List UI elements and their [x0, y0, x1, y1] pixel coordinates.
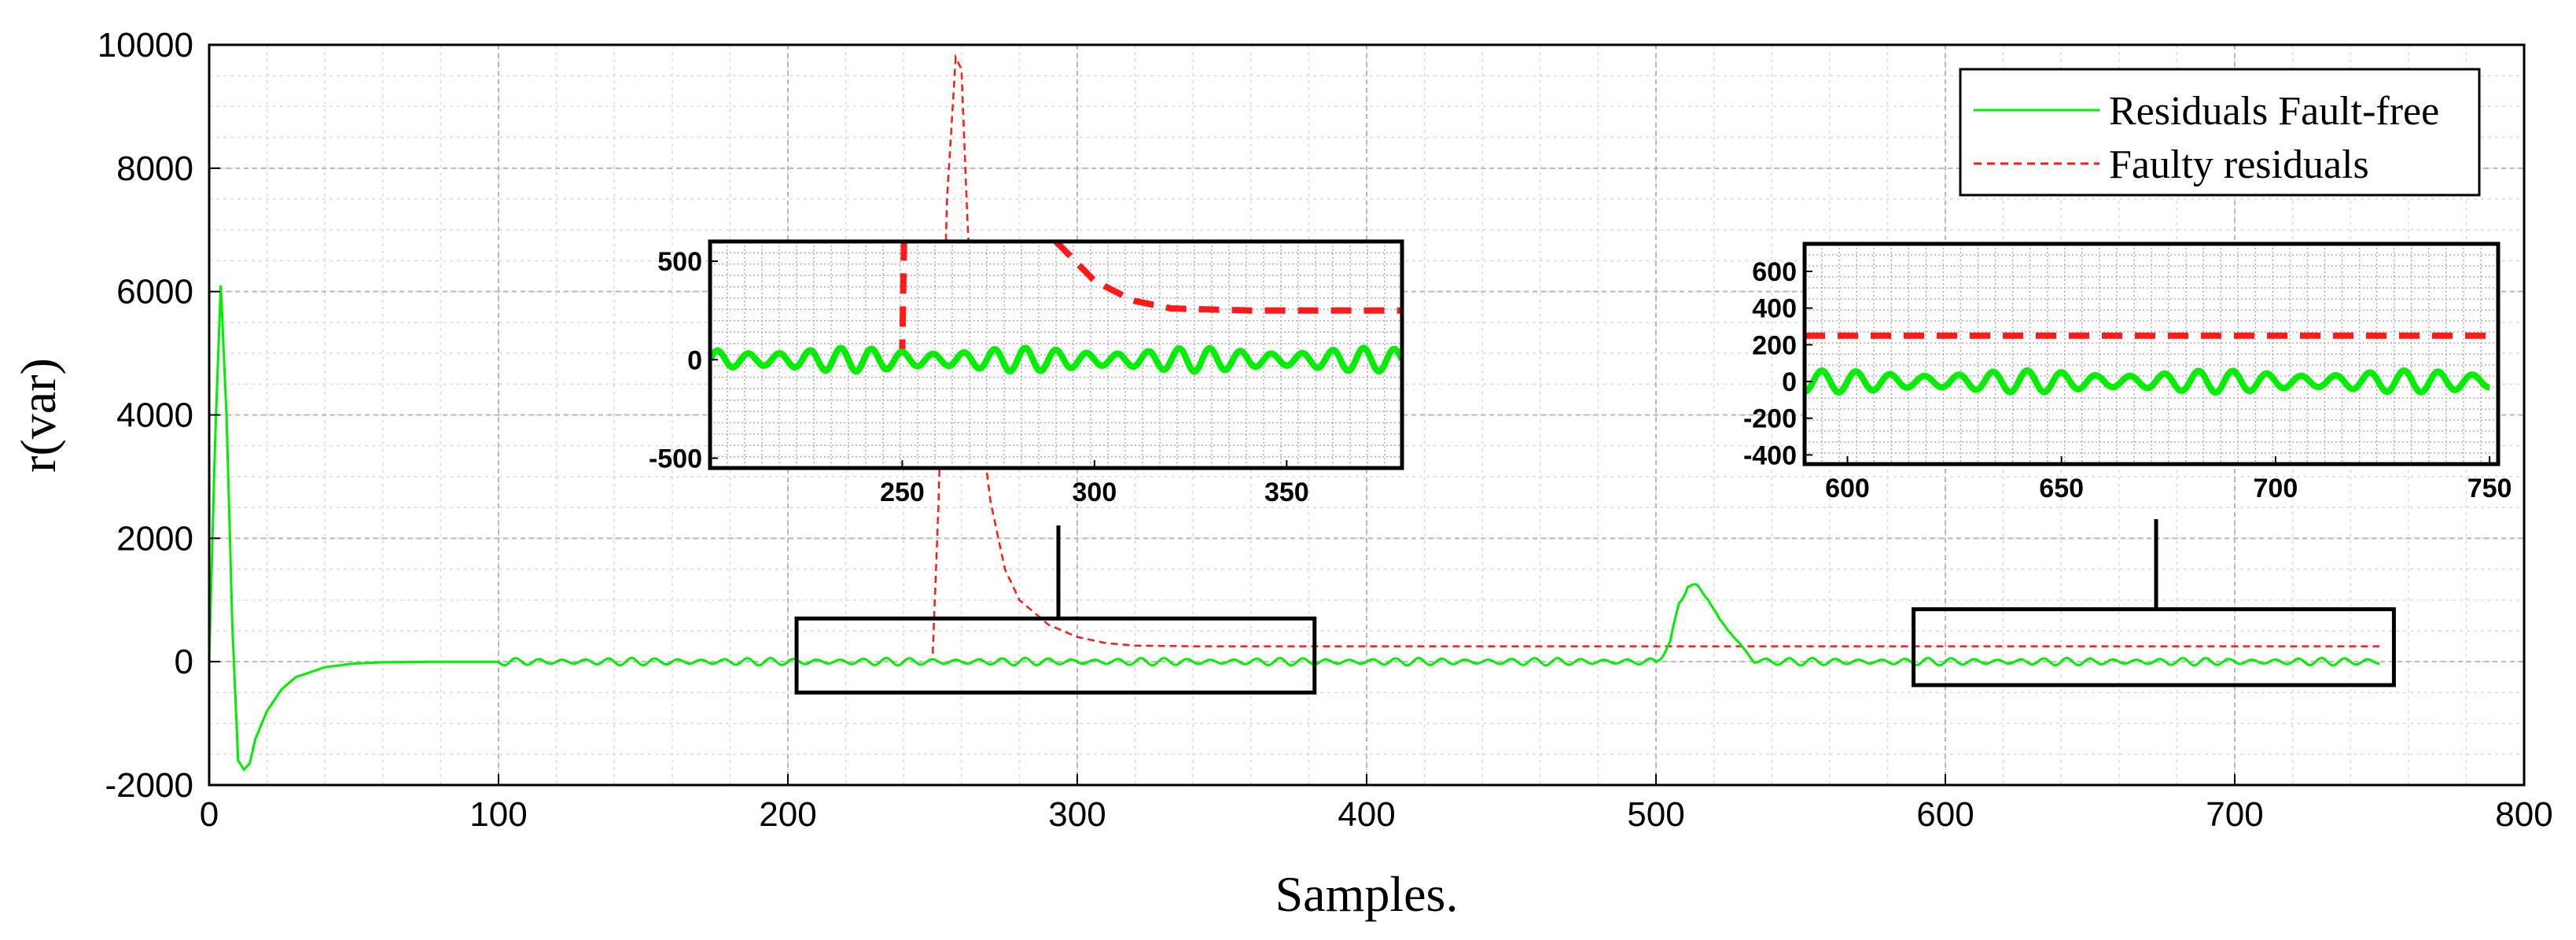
inset-y-tick-label: 400: [1752, 294, 1797, 324]
x-axis-label: Samples.: [1275, 866, 1459, 922]
inset-frame: [708, 239, 1404, 470]
inset-series-fault-free: [1805, 367, 2490, 396]
x-tick-label: 800: [2495, 795, 2552, 834]
y-tick-label: 6000: [116, 273, 193, 311]
y-tick-label: 8000: [116, 149, 193, 188]
x-tick-label: 100: [469, 795, 527, 834]
x-tick-label: 0: [200, 795, 219, 834]
inset-series: [1805, 332, 2490, 396]
inset-x-tick-label: 600: [1825, 474, 1870, 503]
legend-box: [1959, 68, 2481, 197]
inset-y-tick-label: 600: [1752, 257, 1797, 287]
y-tick-label: 2000: [116, 519, 193, 558]
inset-grid: [710, 241, 1402, 468]
inset-plot: 250 300 350 -500 0 500: [649, 239, 1404, 507]
inset-frame: [1802, 241, 2501, 466]
y-tick-label: 0: [175, 643, 193, 681]
x-tick-label: 400: [1338, 795, 1395, 834]
inset-y-tick-label: -500: [649, 444, 702, 474]
inset-y-tick-label: 0: [687, 345, 702, 375]
inset-y-tick-label: -200: [1743, 404, 1797, 434]
x-tick-label: 200: [759, 795, 816, 834]
inset-x-tick-label: 350: [1264, 477, 1309, 507]
legend-label-faulty: Faulty residuals: [2109, 142, 2369, 187]
x-tick-label: 700: [2206, 795, 2263, 834]
series-line-faulty: [208, 53, 2379, 772]
inset-series: [710, 241, 1402, 375]
main-ticks: 0 100 200 300 400 500 600 700 800-20000200040006…: [98, 26, 2553, 834]
zoom-box: [1912, 607, 2396, 687]
main-series: [208, 53, 2380, 772]
inset-y-tick-label: 500: [657, 247, 702, 277]
inset-y-tick-label: -400: [1743, 441, 1797, 470]
inset-y-tick-label: 200: [1752, 330, 1797, 360]
inset-series-fault-free: [710, 345, 1402, 375]
inset-y-tick-label: 0: [1782, 367, 1797, 397]
x-tick-label: 600: [1916, 795, 1974, 834]
inset-grid: [1805, 244, 2498, 464]
inset-x-tick-label: 700: [2254, 474, 2298, 503]
y-axis-label: r(var): [10, 358, 66, 473]
inset-x-tick-label: 250: [880, 477, 925, 507]
y-tick-label: 4000: [116, 396, 193, 435]
inset-plot: 600 650 700 750 -400 -200 0 200 400 600: [1743, 241, 2512, 503]
y-tick-label: 10000: [98, 26, 193, 65]
x-tick-label: 300: [1048, 795, 1106, 834]
legend-label-fault-free: Residuals Fault-free: [2109, 89, 2439, 134]
zoom-box: [794, 616, 1317, 695]
inset-x-tick-label: 650: [2039, 474, 2084, 503]
y-tick-label: -2000: [105, 766, 193, 805]
inset-x-tick-label: 750: [2467, 474, 2512, 503]
inset-x-tick-label: 300: [1073, 477, 1117, 507]
series-line-fault-free: [208, 285, 2380, 772]
zoom-boxes: [794, 519, 2396, 695]
insets: 250 300 350 -500 0 500 600 650 700 750 -400 -200 0 20…: [649, 239, 2512, 507]
x-tick-label: 500: [1627, 795, 1684, 834]
legend: Residuals Fault-free Faulty residuals: [1959, 68, 2481, 197]
